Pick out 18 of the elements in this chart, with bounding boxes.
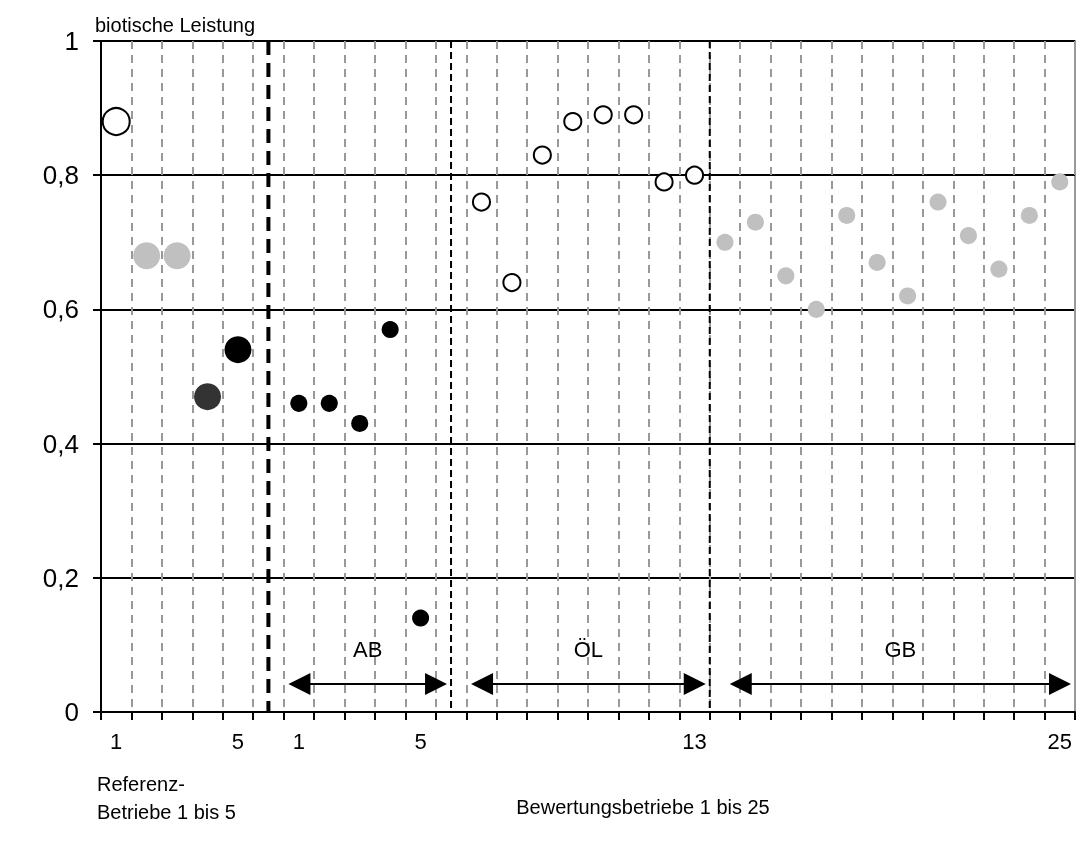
- x-axis-title: Bewertungsbetriebe 1 bis 25: [516, 796, 770, 818]
- y-axis-title: biotische Leistung: [95, 14, 256, 36]
- y-tick-label: 0,6: [42, 294, 79, 325]
- y-tick-label: 0,8: [42, 160, 79, 191]
- x-tick-label: 1: [292, 728, 305, 754]
- annotation: GB: [884, 636, 917, 662]
- x-tick-label: 13: [682, 728, 707, 754]
- y-tick-label: 0,4: [42, 428, 79, 459]
- y-tick-label: 0: [64, 697, 79, 727]
- x-tick-label: 5: [231, 728, 245, 754]
- y-tick-label: 1: [64, 26, 79, 56]
- x-tick-label: 25: [1047, 728, 1073, 754]
- x-tick-label: 1: [110, 728, 123, 754]
- annotation: AB: [353, 636, 383, 662]
- text: Referenz- Betriebe 1 bis 5: [97, 773, 236, 823]
- annotation: ÖL: [573, 636, 604, 662]
- y-tick-label: 0,2: [42, 562, 79, 593]
- x-tick-label: 5: [414, 728, 427, 754]
